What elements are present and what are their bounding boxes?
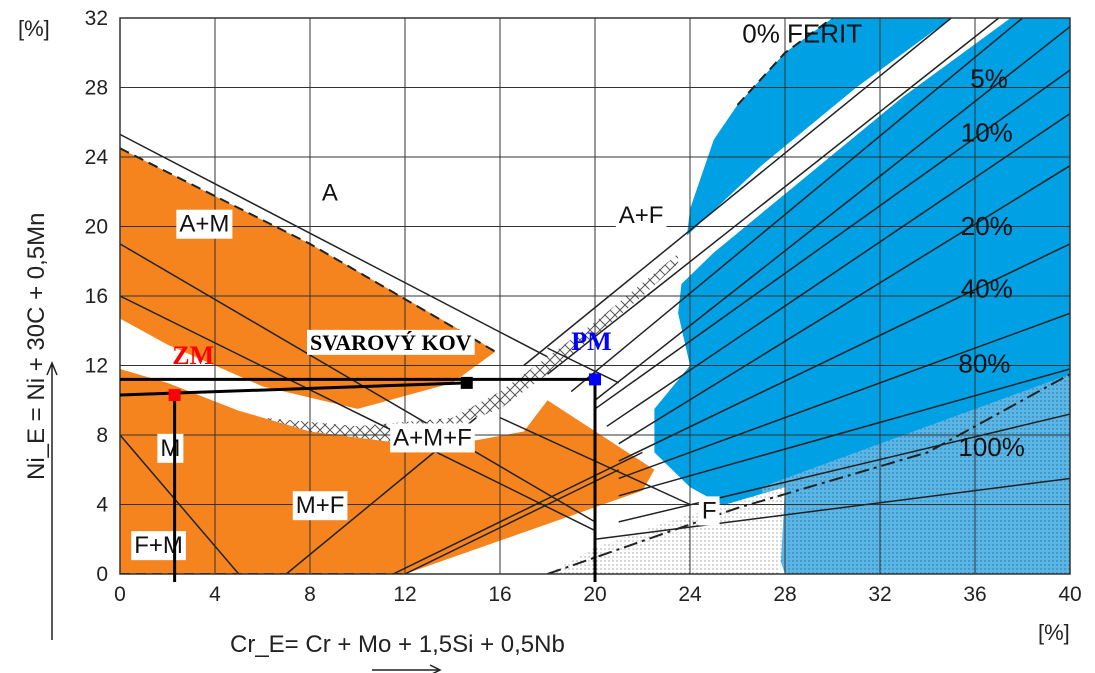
x-tick-label: 12 [393, 583, 416, 606]
y-tick-label: 12 [85, 355, 108, 378]
x-tick-label: 0 [114, 583, 126, 606]
ferrite-percent-label: 0% FERIT [742, 18, 862, 48]
region-label-bg [292, 491, 348, 521]
y-tick-label: 4 [96, 494, 108, 517]
y-axis-arrow [46, 361, 58, 640]
phase-boundary-line [404, 469, 620, 574]
x-axis-arrow [372, 664, 442, 673]
x-tick-label: 24 [678, 583, 702, 606]
ferrite-percent-label: 5% [970, 64, 1008, 94]
phase-boundary-line [606, 112, 1070, 427]
phase-boundary-line [120, 434, 240, 574]
region-label: M [160, 435, 180, 462]
ferrite-percent-label: 100% [958, 432, 1025, 462]
region-label: A+F [619, 202, 664, 229]
phase-boundary-line [594, 69, 1070, 410]
point-label: ZM [172, 341, 214, 370]
region-label-bg [615, 201, 667, 231]
dashdot-100-boundary [547, 373, 1070, 574]
phase-boundary-line [618, 368, 1070, 497]
y-tick-label: 28 [85, 77, 108, 100]
phase-boundary-line [594, 477, 1070, 540]
region-label: A+M [179, 211, 229, 238]
y-tick-label: 24 [85, 146, 109, 169]
phase-boundary-line [523, 18, 952, 367]
point-marker-1 [460, 376, 473, 389]
phase-boundary-line [392, 451, 643, 574]
x-tick-label: 16 [488, 583, 511, 606]
region-label-bg [318, 178, 341, 208]
y-tick-label: 8 [96, 424, 108, 447]
y-tick-label: 16 [85, 285, 108, 308]
region-label: A [322, 179, 338, 206]
x-tick-label: 36 [963, 583, 986, 606]
phase-boundary-line [547, 347, 620, 384]
white-band [120, 316, 512, 427]
x-tick-label: 28 [773, 583, 796, 606]
phase-boundary-line [594, 26, 1070, 401]
region-label-bg [390, 423, 475, 453]
point-label-bg [307, 329, 475, 355]
region-label-bg [176, 209, 233, 239]
x-axis-label: Cr_E= Cr + Mo + 1,5Si + 0,5Nb [230, 631, 565, 658]
y-axis-label: Ni_E = Ni + 30C + 0,5Mn [23, 213, 50, 480]
phase-boundary-line [618, 165, 1070, 445]
orange-m-region [120, 369, 655, 574]
ferrite-percent-label: 80% [958, 348, 1010, 378]
phase-boundary-line [120, 295, 596, 532]
x-unit-label: [%] [1038, 620, 1070, 645]
phase-boundary-line [618, 312, 1070, 480]
y-tick-label: 32 [85, 7, 108, 30]
x-tick-label: 20 [583, 583, 606, 606]
phase-boundary-line [570, 18, 1023, 393]
region-label: F [702, 497, 717, 524]
point-label: SVAROVÝ KOV [310, 330, 472, 355]
x-tick-label: 32 [868, 583, 891, 606]
y-tick-label: 0 [96, 563, 108, 586]
point-marker-2 [589, 373, 601, 386]
region-label: A+M+F [393, 424, 472, 451]
ferrite-percent-label: 40% [961, 274, 1013, 304]
x-tick-label: 40 [1058, 583, 1081, 606]
y-tick-label: 20 [85, 216, 108, 239]
x-tick-label: 8 [304, 583, 316, 606]
ferrite-percent-label: 10% [961, 117, 1013, 147]
dashed-am-boundary [120, 147, 496, 353]
x-tick-label: 4 [209, 583, 221, 606]
point-marker-0 [168, 389, 181, 402]
ferrite-percent-label: 20% [961, 211, 1013, 241]
phase-boundary-line [120, 243, 596, 523]
dotted-ferrite-region [761, 374, 1070, 574]
dashed-ferrite-boundary [736, 18, 834, 106]
region-label: M+F [296, 492, 345, 519]
phase-boundary-line [547, 18, 1000, 375]
phase-boundary-line [120, 133, 548, 358]
blue-ferrite-region [654, 18, 1070, 514]
phase-boundary-line [618, 413, 1070, 523]
region-label-bg [157, 433, 184, 463]
point-label: PM [571, 327, 611, 356]
region-label-bg [698, 496, 720, 526]
phase-boundary-line [618, 243, 1070, 462]
region-label-bg [131, 531, 186, 561]
y-unit-label: [%] [18, 16, 50, 41]
